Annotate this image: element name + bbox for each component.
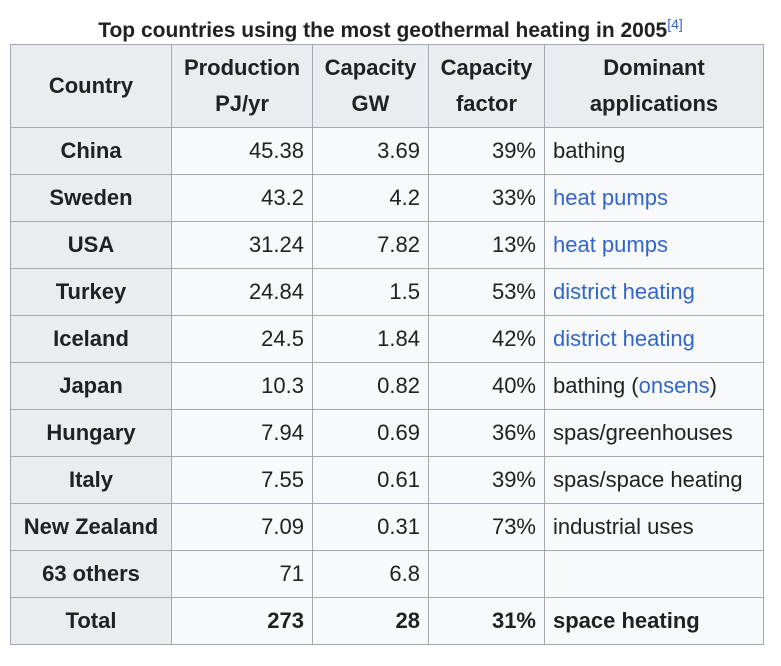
application-text: bathing (: [553, 373, 639, 398]
production-cell: 43.2: [171, 174, 313, 222]
row-country: China: [10, 127, 172, 175]
capacity-cell: 6.8: [312, 550, 429, 598]
applications-cell: heat pumps: [544, 174, 764, 222]
capacity-cell: 0.82: [312, 362, 429, 410]
table-row: Japan 10.3 0.82 40% bathing (onsens): [10, 362, 764, 410]
production-cell: 24.5: [171, 315, 313, 363]
production-cell: 7.55: [171, 456, 313, 504]
row-country: Hungary: [10, 409, 172, 457]
table-row: New Zealand 7.09 0.31 73% industrial uses: [10, 503, 764, 551]
row-country: Japan: [10, 362, 172, 410]
application-text: industrial uses: [553, 514, 694, 539]
application-text-suffix: ): [709, 373, 717, 398]
applications-cell: bathing (onsens): [544, 362, 764, 410]
production-cell: 7.94: [171, 409, 313, 457]
table-row: Italy 7.55 0.61 39% spas/space heating: [10, 456, 764, 504]
table-row: Iceland 24.5 1.84 42% district heating: [10, 315, 764, 363]
applications-cell: space heating: [544, 597, 764, 645]
applications-cell: district heating: [544, 315, 764, 363]
row-country: Total: [10, 597, 172, 645]
application-link[interactable]: onsens: [638, 373, 710, 398]
application-link[interactable]: heat pumps: [553, 232, 668, 257]
table-row: USA 31.24 7.82 13% heat pumps: [10, 221, 764, 269]
geothermal-heating-table: Country Production PJ/yr Capacity GW Capac…: [10, 44, 764, 645]
application-link[interactable]: heat pumps: [553, 185, 668, 210]
applications-cell: [544, 550, 764, 598]
table-row: China 45.38 3.69 39% bathing: [10, 127, 764, 175]
capacity-factor-cell: 31%: [428, 597, 545, 645]
application-text: spas/space heating: [553, 467, 743, 492]
row-country: 63 others: [10, 550, 172, 598]
capacity-factor-cell: 39%: [428, 127, 545, 175]
header-country: Country: [10, 44, 172, 128]
capacity-factor-cell: 36%: [428, 409, 545, 457]
total-row: Total 273 28 31% space heating: [10, 597, 764, 645]
row-country: Iceland: [10, 315, 172, 363]
capacity-cell: 4.2: [312, 174, 429, 222]
capacity-factor-cell: 40%: [428, 362, 545, 410]
applications-cell: spas/greenhouses: [544, 409, 764, 457]
header-production: Production PJ/yr: [171, 44, 313, 128]
capacity-cell: 0.31: [312, 503, 429, 551]
table-caption: Top countries using the most geothermal …: [0, 10, 781, 45]
capacity-factor-cell: 39%: [428, 456, 545, 504]
header-capacity-factor: Capacity factor: [428, 44, 545, 128]
application-link[interactable]: district heating: [553, 279, 695, 304]
production-cell: 273: [171, 597, 313, 645]
production-cell: 45.38: [171, 127, 313, 175]
capacity-factor-cell: 73%: [428, 503, 545, 551]
header-capacity: Capacity GW: [312, 44, 429, 128]
production-cell: 7.09: [171, 503, 313, 551]
capacity-cell: 1.84: [312, 315, 429, 363]
table-row: Sweden 43.2 4.2 33% heat pumps: [10, 174, 764, 222]
capacity-factor-cell: 13%: [428, 221, 545, 269]
caption-text: Top countries using the most geothermal …: [98, 19, 668, 42]
capacity-factor-cell: 33%: [428, 174, 545, 222]
capacity-cell: 1.5: [312, 268, 429, 316]
capacity-cell: 7.82: [312, 221, 429, 269]
applications-cell: district heating: [544, 268, 764, 316]
row-country: USA: [10, 221, 172, 269]
row-country: Turkey: [10, 268, 172, 316]
header-dominant-applications: Dominant applications: [544, 44, 764, 128]
capacity-cell: 0.61: [312, 456, 429, 504]
applications-cell: heat pumps: [544, 221, 764, 269]
table-row: 63 others 71 6.8: [10, 550, 764, 598]
applications-cell: bathing: [544, 127, 764, 175]
application-text: bathing: [553, 138, 626, 163]
applications-cell: spas/space heating: [544, 456, 764, 504]
capacity-cell: 3.69: [312, 127, 429, 175]
header-row: Country Production PJ/yr Capacity GW Capac…: [10, 44, 764, 128]
capacity-factor-cell: [428, 550, 545, 598]
row-country: Italy: [10, 456, 172, 504]
production-cell: 31.24: [171, 221, 313, 269]
applications-cell: industrial uses: [544, 503, 764, 551]
table-row: Turkey 24.84 1.5 53% district heating: [10, 268, 764, 316]
capacity-factor-cell: 42%: [428, 315, 545, 363]
production-cell: 71: [171, 550, 313, 598]
application-link[interactable]: district heating: [553, 326, 695, 351]
production-cell: 24.84: [171, 268, 313, 316]
capacity-cell: 0.69: [312, 409, 429, 457]
capacity-factor-cell: 53%: [428, 268, 545, 316]
production-cell: 10.3: [171, 362, 313, 410]
row-country: Sweden: [10, 174, 172, 222]
application-text: spas/greenhouses: [553, 420, 733, 445]
reference-link[interactable]: [4]: [667, 16, 683, 32]
table-row: Hungary 7.94 0.69 36% spas/greenhouses: [10, 409, 764, 457]
row-country: New Zealand: [10, 503, 172, 551]
capacity-cell: 28: [312, 597, 429, 645]
